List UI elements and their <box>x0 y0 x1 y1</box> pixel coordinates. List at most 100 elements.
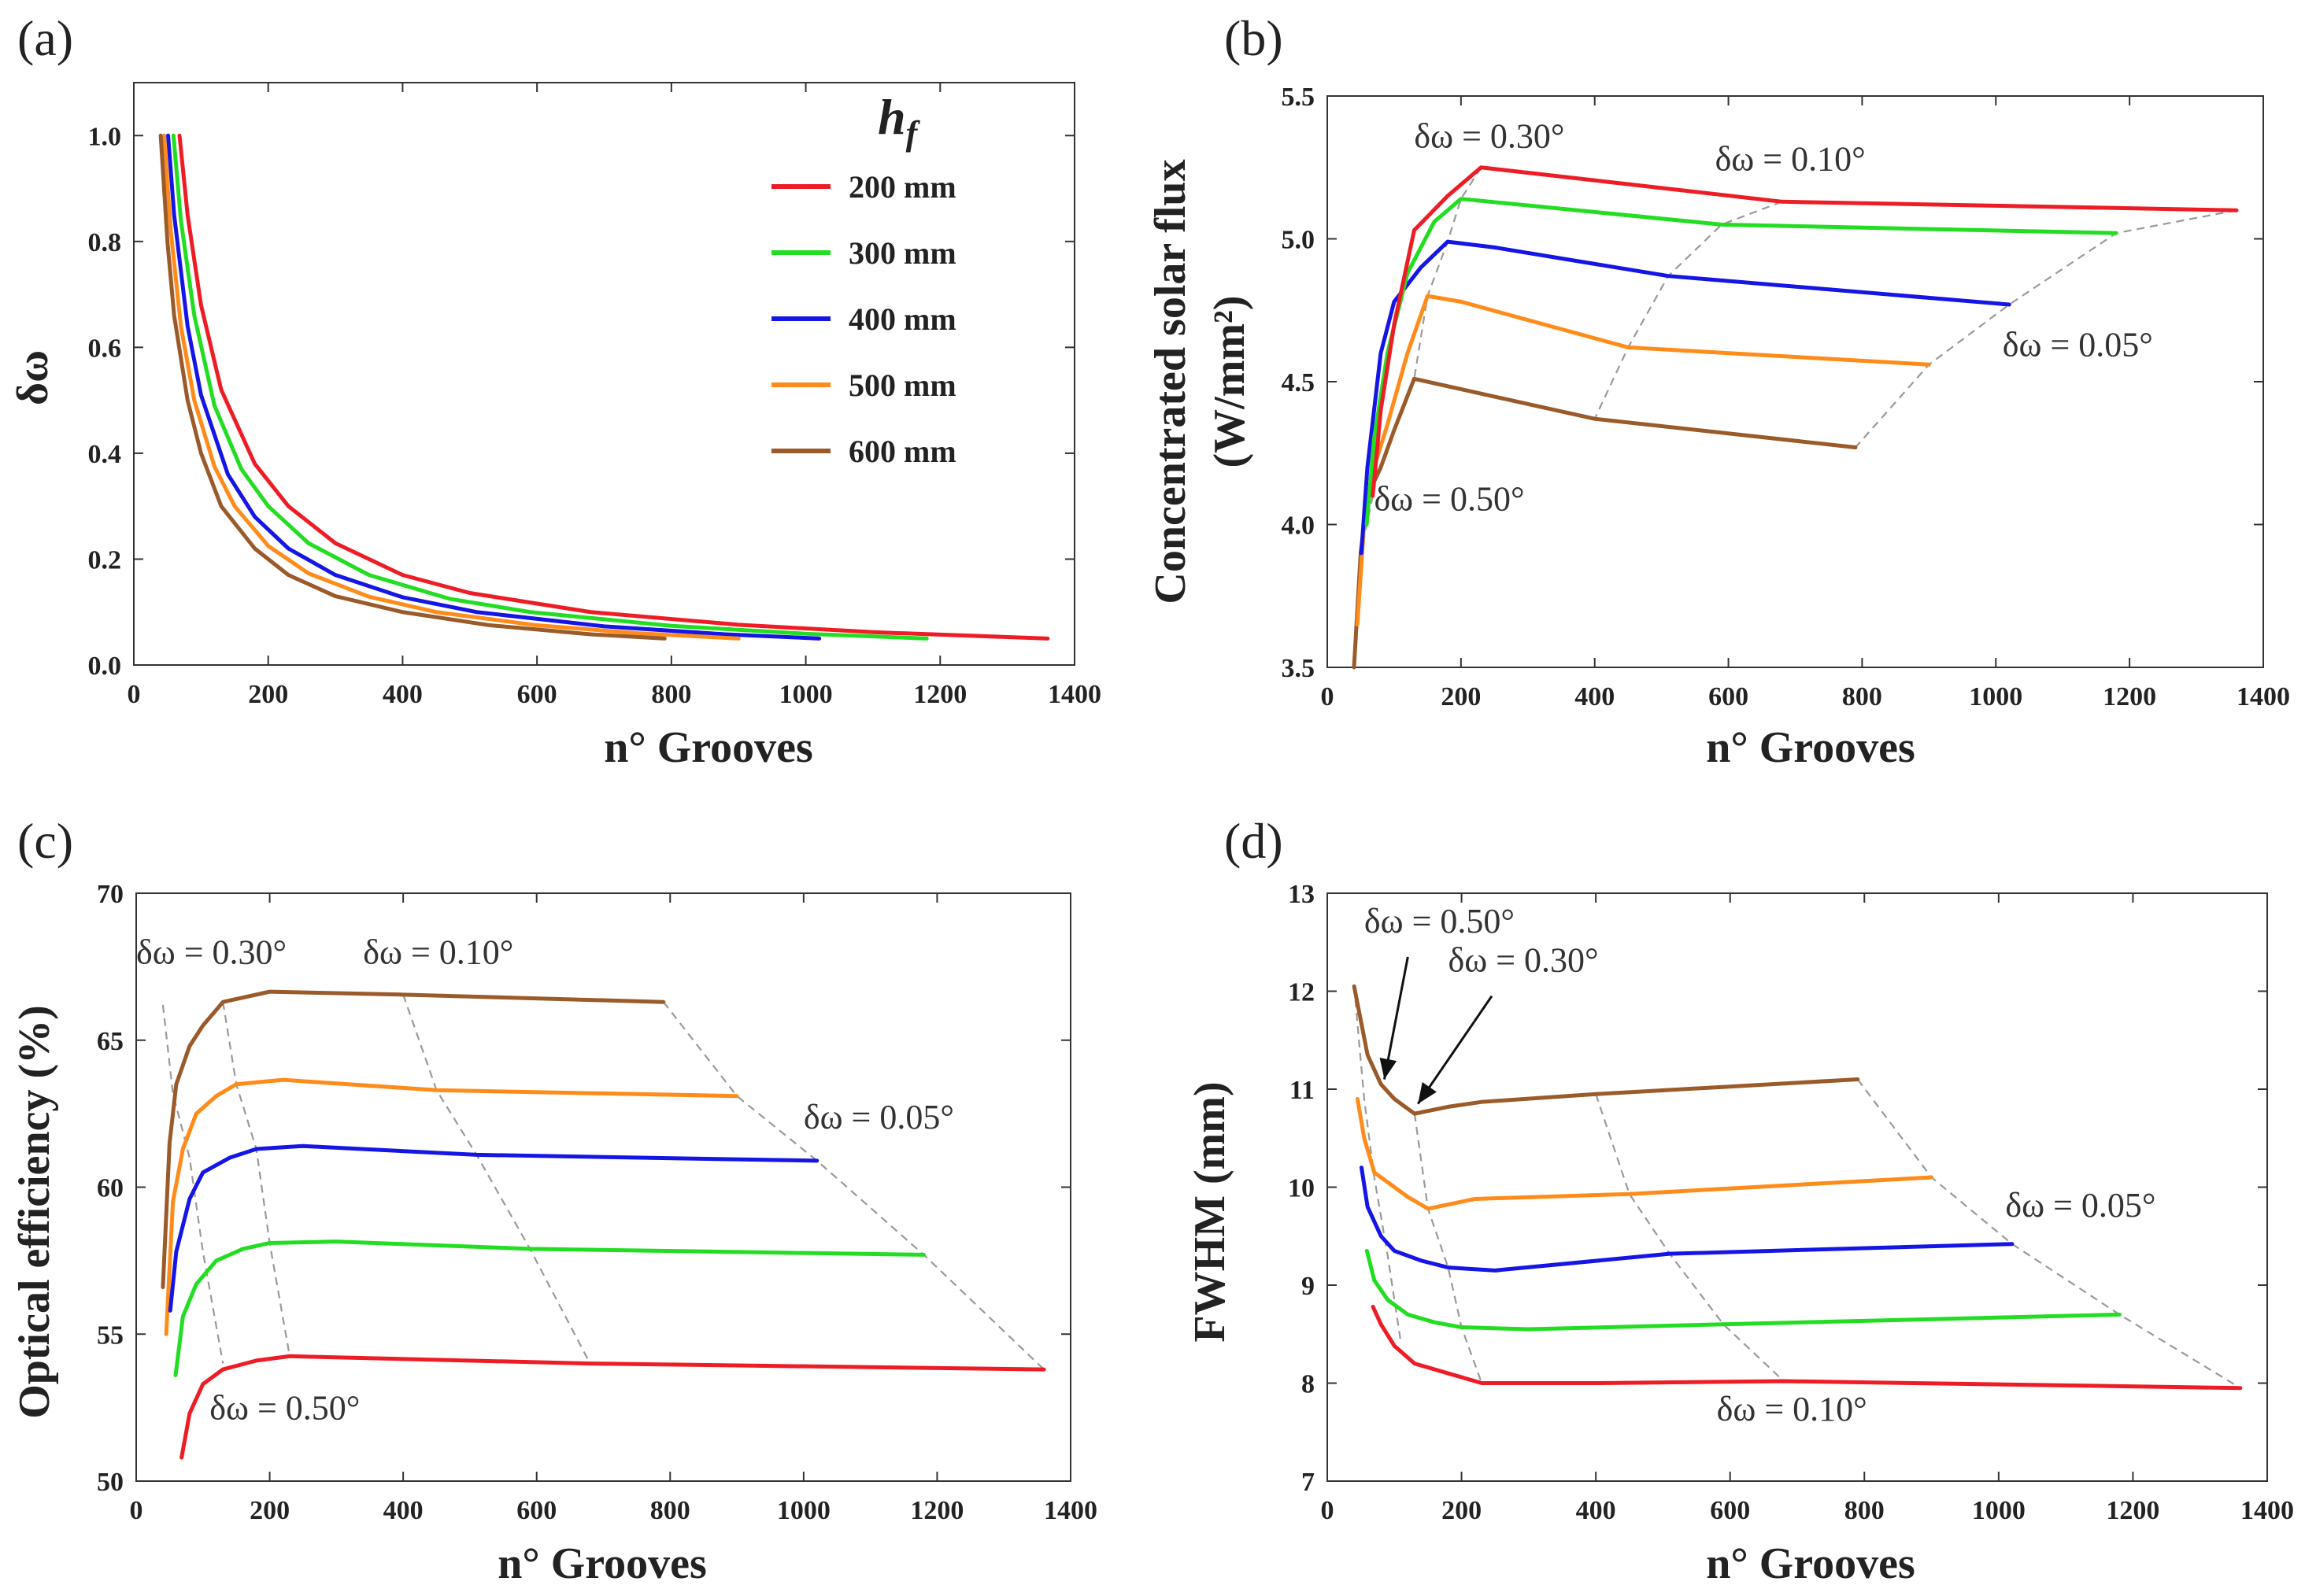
annotation-arrow <box>1383 956 1409 1080</box>
x-tick-label: 1200 <box>910 1496 964 1525</box>
guide-line <box>161 1004 224 1364</box>
panel-c: (c) n° Grooves Optical efficiency (%) 0 2… <box>10 813 1097 1588</box>
x-tick-label: 1400 <box>2237 682 2290 711</box>
guide-line <box>662 1001 1045 1370</box>
annotation-label: δω = 0.10° <box>1715 139 1866 178</box>
legend-entry-500: 500 mm <box>849 368 956 403</box>
series-line-600-mm <box>1352 984 1860 1116</box>
series-line-600-mm <box>161 989 666 1289</box>
x-tick-label: 200 <box>248 680 288 709</box>
x-tick-label: 200 <box>250 1496 290 1525</box>
x-tick-label: 400 <box>1576 1496 1616 1525</box>
y-tick-label: 0.8 <box>88 228 122 257</box>
guide-line <box>1593 201 1782 419</box>
x-tick-label: 1000 <box>1969 682 2022 711</box>
guide-line <box>1856 1078 2241 1389</box>
series-line-300-mm <box>171 133 929 641</box>
y-tick-label: 13 <box>1288 880 1315 909</box>
x-tick-label: 600 <box>1708 682 1748 711</box>
annotation-label: δω = 0.50° <box>209 1389 360 1428</box>
y-tick-label: 65 <box>97 1027 124 1056</box>
x-tick-label: 1000 <box>779 680 833 709</box>
series-line-500-mm <box>164 1077 739 1336</box>
x-tick-label: 600 <box>516 1496 557 1525</box>
y-tick-label: 0.6 <box>88 334 122 363</box>
annotation-label: δω = 0.30° <box>136 933 287 972</box>
x-tick-label: 400 <box>1574 682 1615 711</box>
x-tick-label: 800 <box>650 1496 690 1525</box>
series-line-500-mm <box>1355 1096 1934 1211</box>
y-axis-title-b-line2: (W/mm²) <box>1205 296 1254 468</box>
y-axis-title-c: Optical efficiency (%) <box>10 1005 59 1419</box>
y-tick-label: 0.4 <box>88 440 122 469</box>
x-tick-label: 0 <box>128 680 141 709</box>
legend-entry-200: 200 mm <box>849 169 956 205</box>
panel-label-b: (b) <box>1224 10 1283 66</box>
x-tick-label: 200 <box>1441 682 1481 711</box>
y-tick-label: 12 <box>1288 978 1315 1007</box>
y-tick-label: 0.0 <box>88 652 122 681</box>
y-tick-label: 4.5 <box>1282 368 1315 397</box>
y-axis-title-b-line1: Concentrated solar flux <box>1146 159 1195 604</box>
y-tick-label: 5.0 <box>1282 226 1315 255</box>
y-tick-label: 4.0 <box>1282 512 1315 541</box>
x-tick-label: 400 <box>383 1496 424 1525</box>
annotation-label: δω = 0.05° <box>2005 1186 2155 1225</box>
series-line-200-mm <box>1371 165 2239 498</box>
x-tick-label: 200 <box>1441 1496 1482 1525</box>
x-axis-title-b: n° Grooves <box>1706 723 1915 772</box>
y-axis-title-a: δω <box>9 350 57 405</box>
annotation-label: δω = 0.30° <box>1414 116 1564 155</box>
plot-frame-b <box>1326 95 2264 668</box>
legend-title-sub: f <box>906 114 921 153</box>
x-axis-title-c: n° Grooves <box>498 1539 707 1588</box>
annotation-label: δω = 0.30° <box>1448 941 1599 980</box>
series-line-300-mm <box>173 1239 926 1378</box>
guide-line <box>222 1002 291 1357</box>
x-tick-label: 800 <box>651 680 691 709</box>
series-line-600-mm <box>1352 376 1858 670</box>
x-axis-title-a: n° Grooves <box>604 723 813 772</box>
x-tick-label: 1400 <box>1048 680 1101 709</box>
y-tick-label: 11 <box>1289 1076 1315 1105</box>
panel-label-a: (a) <box>17 10 73 66</box>
x-tick-label: 0 <box>130 1496 143 1525</box>
x-tick-label: 1200 <box>913 680 967 709</box>
y-axis-title-d: FWHM (mm) <box>1186 1081 1234 1342</box>
series-line-500-mm <box>161 133 741 641</box>
y-tick-label: 70 <box>97 880 124 909</box>
panel-d: (d) n° Grooves FWHM (mm) 0 200 400 600 800 10… <box>1186 813 2294 1588</box>
series-line-600-mm <box>158 133 667 641</box>
panel-label-d: (d) <box>1224 813 1283 869</box>
legend-title-main: h <box>878 89 906 145</box>
annotation-label: δω = 0.05° <box>804 1098 954 1136</box>
legend-entry-300: 300 mm <box>849 235 956 271</box>
guide-line <box>1595 1093 1785 1382</box>
guide-line <box>1353 986 1402 1344</box>
series-line-200-mm <box>177 133 1050 641</box>
x-tick-label: 400 <box>383 680 423 709</box>
y-tick-label: 50 <box>97 1468 124 1497</box>
series-line-300-mm <box>1364 1248 2122 1332</box>
x-tick-label: 1400 <box>1044 1496 1097 1525</box>
x-tick-label: 800 <box>1844 1496 1885 1525</box>
annotation-arrowhead <box>1379 1057 1397 1080</box>
x-tick-label: 1000 <box>1972 1496 2026 1525</box>
panel-b: (b) n° Grooves Concentrated solar flux (… <box>1146 10 2290 772</box>
series-line-500-mm <box>1355 294 1931 627</box>
y-tick-label: 3.5 <box>1282 654 1315 683</box>
plot-frame-a <box>133 82 1075 666</box>
y-tick-label: 1.0 <box>88 122 122 151</box>
series-line-400-mm <box>1359 1166 2015 1273</box>
legend-entry-400: 400 mm <box>849 301 956 337</box>
x-tick-label: 1200 <box>2103 682 2156 711</box>
y-tick-label: 60 <box>97 1174 124 1203</box>
y-tick-label: 0.2 <box>88 545 122 574</box>
x-tick-label: 1200 <box>2106 1496 2159 1525</box>
x-tick-label: 1400 <box>2240 1496 2294 1525</box>
annotation-label: δω = 0.05° <box>2003 325 2153 364</box>
guide-line <box>1855 209 2237 449</box>
annotation-arrowhead <box>1418 1082 1437 1104</box>
y-tick-label: 5.5 <box>1282 83 1315 112</box>
